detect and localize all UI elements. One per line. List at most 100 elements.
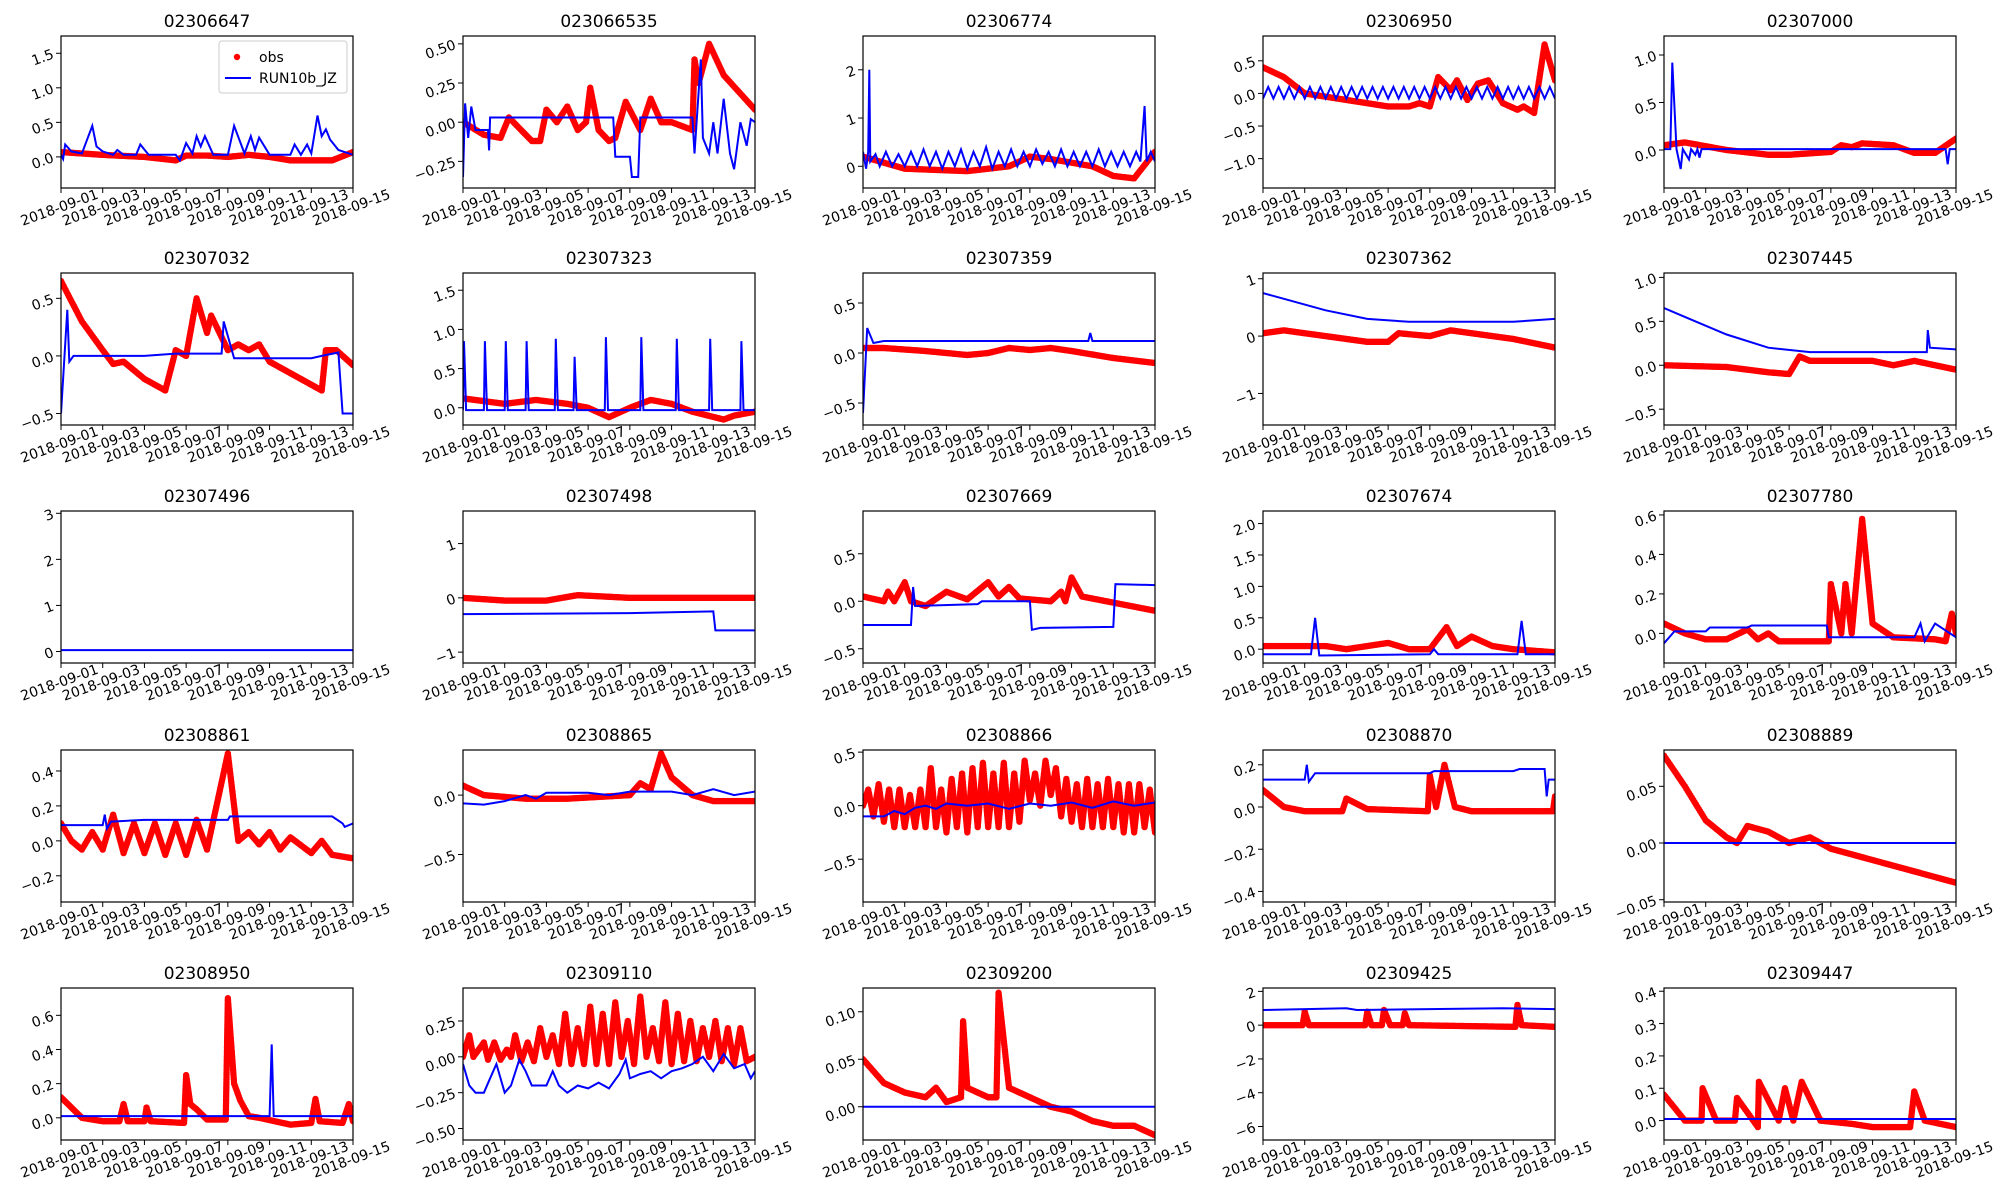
obs-series	[61, 277, 353, 394]
model-line	[463, 59, 755, 178]
y-tick-label: 0.5	[30, 116, 56, 139]
subplot-title: 02307496	[164, 487, 251, 507]
plot-area	[463, 36, 755, 188]
y-tick-label: 0.5	[432, 362, 458, 385]
subplot-title: 02307323	[566, 249, 653, 269]
obs-point	[751, 106, 755, 113]
plot-content	[863, 757, 1155, 836]
obs-point	[1151, 359, 1155, 367]
axes-frame	[60, 749, 354, 903]
plot-content	[863, 327, 1155, 414]
y-tick-label: 0.0	[30, 150, 56, 173]
plot-area	[1664, 273, 1956, 425]
y-tick-label: 1.0	[432, 323, 458, 346]
obs-point	[349, 361, 353, 369]
subplot-02307359: 02307359−0.50.00.52018-09-012018-09-0320…	[821, 249, 1195, 467]
legend: obs RUN10b_JZ	[218, 40, 348, 94]
subplot-02307498: 02307498−1012018-09-012018-09-032018-09-…	[421, 487, 795, 705]
subplot-title: 02307498	[566, 487, 653, 507]
axes-frame	[1262, 272, 1556, 426]
subplot-title: 02307669	[966, 487, 1053, 507]
subplot-02307674: 023076740.00.51.01.52.02018-09-012018-09…	[1221, 487, 1595, 705]
subplot-title: 02307359	[966, 249, 1053, 269]
plot-content	[61, 750, 353, 862]
legend-box	[218, 40, 348, 94]
y-tick-label: 1.0	[1633, 271, 1659, 294]
plot-content	[1263, 292, 1555, 351]
subplot-title: 02307445	[1767, 249, 1854, 269]
model-line	[61, 309, 353, 415]
plot-content	[1664, 515, 1956, 645]
plot-content	[1263, 41, 1555, 117]
obs-series	[1263, 327, 1555, 351]
subplot-title: 02306647	[164, 12, 251, 32]
obs-point	[751, 797, 755, 805]
y-tick-label: 0.0	[432, 789, 458, 812]
legend-label: obs	[259, 50, 284, 66]
y-tick-label: 0.5	[30, 292, 56, 315]
y-tick-label: 0.0	[1633, 143, 1659, 166]
y-tick-label: 1.0	[1633, 48, 1659, 71]
subplot-title: 023066535	[560, 12, 657, 32]
model-line	[463, 788, 755, 806]
y-tick-label: 0.0	[30, 349, 56, 372]
subplot-02308861: 02308861−0.20.00.20.42018-09-012018-09-0…	[19, 726, 393, 944]
subplot-title: 02306774	[966, 12, 1053, 32]
obs-point	[1952, 366, 1956, 373]
plot-area	[1664, 36, 1956, 188]
y-tick-label: 0.0	[1232, 87, 1258, 110]
subplot-title: 02308865	[566, 726, 653, 746]
obs-point	[751, 594, 755, 602]
obs-point	[1952, 135, 1956, 142]
obs-point	[1151, 607, 1155, 614]
axes-frame	[862, 272, 1156, 426]
obs-point	[1551, 77, 1555, 84]
y-tick-label: 0.0	[1633, 359, 1659, 382]
model-line	[463, 610, 755, 632]
y-tick-label: −1	[433, 646, 458, 668]
y-tick-label: 0.0	[1232, 643, 1258, 666]
obs-series	[463, 591, 755, 604]
legend-label: RUN10b_JZ	[259, 71, 337, 87]
model-line	[863, 327, 1155, 414]
axes-frame	[1663, 35, 1957, 189]
axes-frame	[60, 272, 354, 426]
subplot-title: 02307032	[164, 249, 251, 269]
axes-frame	[462, 35, 756, 189]
y-tick-label: 1.5	[1232, 548, 1258, 571]
obs-series	[863, 344, 1155, 367]
model-line	[1664, 62, 1956, 170]
y-tick-label: 0.5	[1633, 315, 1659, 338]
y-tick-label: −1	[1233, 387, 1258, 409]
subplot-02307669: 02307669−0.50.00.52018-09-012018-09-0320…	[821, 487, 1195, 705]
obs-series	[463, 395, 755, 423]
y-tick-label: 0.0	[432, 401, 458, 424]
model-line	[61, 814, 353, 832]
subplot-02308865: 02308865−0.50.02018-09-012018-09-032018-…	[421, 726, 795, 944]
model-line	[463, 337, 755, 412]
subplot-title: 02307780	[1767, 487, 1854, 507]
plot-content	[863, 69, 1155, 182]
subplot-02306774: 023067740122018-09-012018-09-032018-09-0…	[821, 12, 1195, 230]
axes-frame	[1663, 272, 1957, 426]
plot-content	[863, 574, 1155, 632]
subplot-title: 02307674	[1366, 487, 1453, 507]
subplot-02307445: 02307445−0.50.00.51.02018-09-012018-09-0…	[1622, 249, 1996, 467]
y-tick-label: 0.0	[832, 346, 858, 369]
plot-area	[463, 273, 755, 425]
y-tick-label: 0.6	[1633, 508, 1659, 531]
subplot-02307362: 02307362−1012018-09-012018-09-032018-09-…	[1221, 249, 1595, 467]
obs-point	[1151, 148, 1155, 156]
y-tick-label: 1.5	[30, 47, 56, 70]
plot-content	[1664, 307, 1956, 378]
obs-point	[1551, 344, 1555, 351]
axes-frame	[60, 35, 354, 189]
axes-frame	[1262, 510, 1556, 664]
model-line	[1263, 292, 1555, 323]
y-tick-label: 0.4	[1633, 548, 1659, 571]
y-tick-label: 0.2	[1633, 587, 1659, 610]
axes-frame	[60, 510, 354, 664]
y-tick-label: 1.5	[432, 284, 458, 307]
obs-point	[349, 855, 353, 862]
